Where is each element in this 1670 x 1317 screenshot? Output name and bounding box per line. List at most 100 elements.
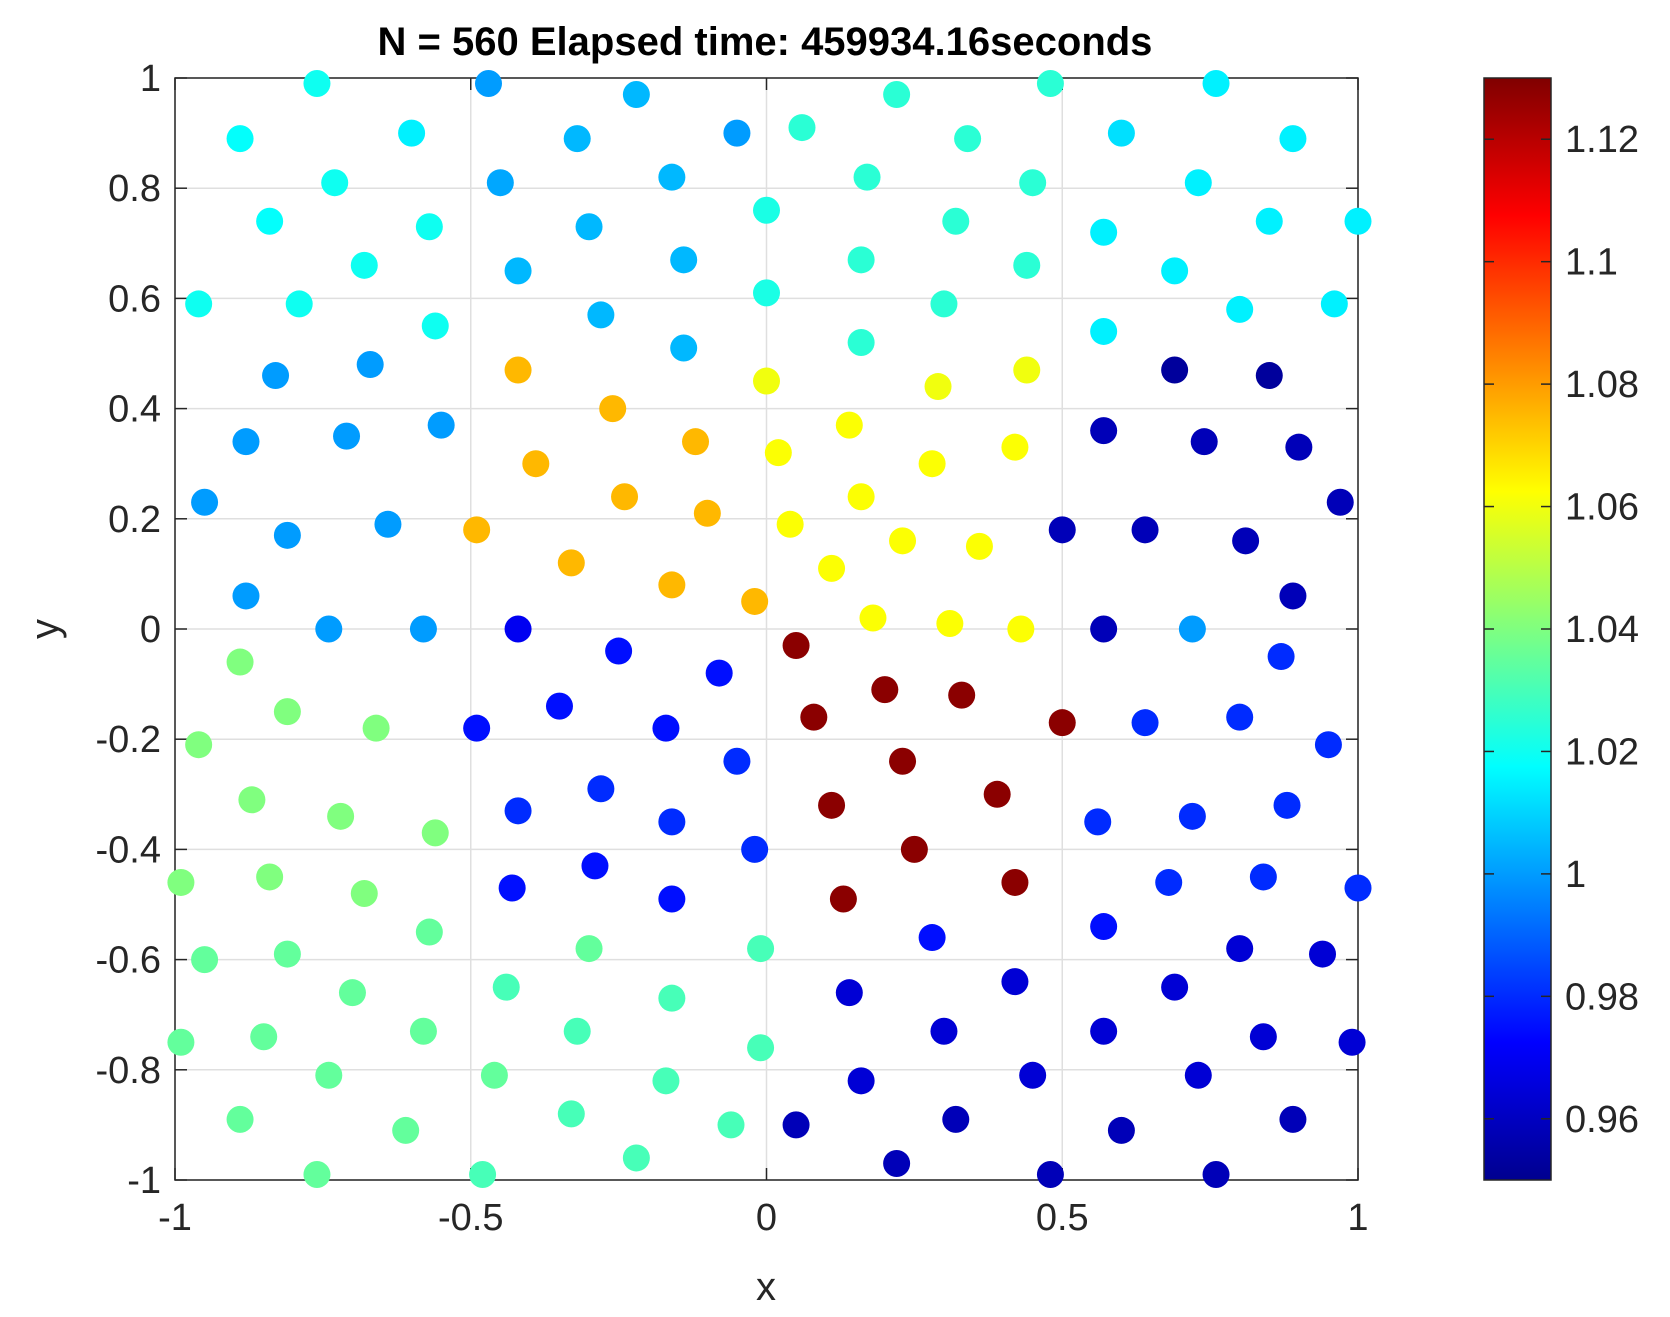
- scatter-point: [723, 747, 751, 775]
- scatter-point: [948, 681, 976, 709]
- scatter-point: [1013, 251, 1041, 279]
- scatter-point: [421, 819, 449, 847]
- scatter-point: [1320, 290, 1348, 318]
- x-tick-label: 0.5: [1036, 1197, 1089, 1239]
- scatter-point: [303, 70, 331, 98]
- scatter-point: [605, 637, 633, 665]
- scatter-point: [682, 428, 710, 456]
- x-tick-label: 1: [1347, 1197, 1368, 1239]
- scatter-point: [1107, 119, 1135, 147]
- scatter-point: [185, 731, 213, 759]
- scatter-point: [575, 935, 603, 963]
- scatter-point: [232, 428, 260, 456]
- scatter-point: [226, 125, 254, 153]
- scatter-point: [1048, 709, 1076, 737]
- x-tick-label: 0: [756, 1197, 777, 1239]
- scatter-point: [1232, 527, 1260, 555]
- scatter-point: [1344, 874, 1372, 902]
- scatter-point: [303, 1160, 331, 1188]
- data-points: [167, 70, 1372, 1188]
- scatter-point: [226, 1105, 254, 1133]
- scatter-point: [818, 554, 846, 582]
- scatter-point: [273, 521, 301, 549]
- scatter-point: [285, 290, 313, 318]
- scatter-point: [1161, 356, 1189, 384]
- scatter-point: [847, 328, 875, 356]
- scatter-point: [693, 499, 721, 527]
- scatter-point: [1279, 125, 1307, 153]
- scatter-point: [504, 615, 532, 643]
- scatter-point: [1001, 433, 1029, 461]
- scatter-point: [1255, 207, 1283, 235]
- scatter-point: [835, 411, 863, 439]
- scatter-point: [1249, 863, 1277, 891]
- scatter-point: [741, 835, 769, 863]
- scatter-point: [1019, 169, 1047, 197]
- scatter-point: [1107, 1116, 1135, 1144]
- scatter-point: [256, 207, 284, 235]
- scatter-point: [415, 213, 443, 241]
- colorbar-tick-label: 1: [1565, 854, 1586, 896]
- scatter-point: [1202, 70, 1230, 98]
- scatter-point: [782, 1111, 810, 1139]
- y-tick-label: 0.6: [108, 278, 161, 320]
- scatter-point: [1314, 731, 1342, 759]
- scatter-point: [1090, 913, 1118, 941]
- scatter-point: [747, 935, 775, 963]
- scatter-point: [1090, 417, 1118, 445]
- y-axis-ticks: -1 -0.8 -0.6 -0.4 -0.2 0 0.2 0.4 0.6 0.8 1: [96, 58, 1358, 1202]
- scatter-point: [747, 1034, 775, 1062]
- scatter-point: [1184, 169, 1212, 197]
- scatter-point: [1001, 868, 1029, 896]
- y-tick-label: -0.6: [96, 940, 161, 982]
- scatter-point: [1084, 808, 1112, 836]
- scatter-point: [1184, 1061, 1212, 1089]
- scatter-point: [315, 615, 343, 643]
- scatter-point: [587, 775, 615, 803]
- scatter-point: [1131, 516, 1159, 544]
- scatter-point: [1267, 643, 1295, 671]
- scatter-point: [427, 411, 455, 439]
- scatter-point: [1001, 968, 1029, 996]
- scatter-point: [936, 609, 964, 637]
- scatter-point: [658, 885, 686, 913]
- scatter-point: [658, 571, 686, 599]
- scatter-point: [599, 395, 627, 423]
- scatter-point: [1226, 935, 1254, 963]
- scatter-point: [226, 648, 254, 676]
- scatter-point: [965, 532, 993, 560]
- scatter-point: [1202, 1160, 1230, 1188]
- scatter-point: [622, 1144, 650, 1172]
- scatter-point: [918, 450, 946, 478]
- scatter-point: [1036, 1160, 1064, 1188]
- scatter-point: [1007, 615, 1035, 643]
- scatter-point: [658, 808, 686, 836]
- y-tick-label: -0.4: [96, 829, 161, 871]
- y-tick-label: -1: [127, 1160, 161, 1202]
- scatter-point: [504, 257, 532, 285]
- scatter-point: [463, 516, 491, 544]
- scatter-point: [942, 1105, 970, 1133]
- scatter-point: [1161, 257, 1189, 285]
- scatter-point: [398, 119, 426, 147]
- scatter-point: [705, 659, 733, 687]
- scatter-point: [1161, 973, 1189, 1001]
- scatter-point: [563, 1017, 591, 1045]
- scatter-point: [1090, 1017, 1118, 1045]
- colorbar-tick-label: 1.12: [1565, 119, 1639, 161]
- scatter-point: [776, 510, 804, 538]
- scatter-point: [1249, 1023, 1277, 1051]
- scatter-point: [859, 604, 887, 632]
- colorbar-tick-label: 0.98: [1565, 976, 1639, 1018]
- scatter-point: [658, 984, 686, 1012]
- scatter-point: [333, 422, 361, 450]
- scatter-point: [1131, 709, 1159, 737]
- scatter-point: [350, 879, 378, 907]
- scatter-point: [232, 582, 260, 610]
- scatter-point: [315, 1061, 343, 1089]
- scatter-point: [392, 1116, 420, 1144]
- chart-title: N = 560 Elapsed time: 459934.16seconds: [378, 20, 1153, 64]
- colorbar-tick-label: 0.96: [1565, 1099, 1639, 1141]
- scatter-point: [853, 163, 881, 191]
